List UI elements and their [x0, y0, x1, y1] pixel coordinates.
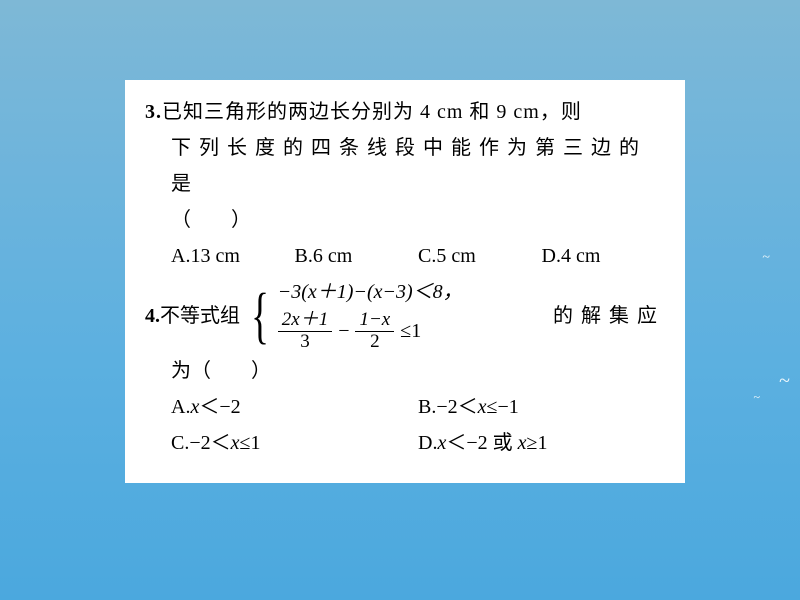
q3-option-a[interactable]: A.13 cm	[171, 238, 295, 274]
q4-number: 4.	[145, 305, 160, 327]
fraction-2: 1−x 2	[355, 310, 394, 353]
opt-d-math2: x	[518, 432, 527, 454]
bird-decoration: ~	[762, 250, 770, 266]
q3-options: A.13 cm B.6 cm C.5 cm D.4 cm	[145, 238, 665, 274]
opt-d-math: x	[437, 432, 446, 454]
q3-number: 3.	[145, 101, 162, 123]
opt-a-prefix: A.	[171, 396, 190, 418]
q3-option-d[interactable]: D.4 cm	[542, 238, 666, 274]
q3-paren: （ ）	[145, 202, 665, 238]
q4-wei: 为（ ）	[145, 353, 665, 389]
bird-decoration: ~	[779, 370, 790, 393]
minus-op: −	[332, 319, 355, 343]
q4-stem: 4.不等式组 { −3(x＋1)−(x−3)＜8， 2x＋1 3 − 1−x 2…	[145, 280, 665, 353]
q4-options-row1: A.x＜−2 B.−2＜x≤−1	[145, 389, 665, 425]
q4-option-b[interactable]: B.−2＜x≤−1	[418, 389, 665, 425]
q4-option-a[interactable]: A.x＜−2	[171, 389, 418, 425]
opt-b-math: x	[478, 396, 487, 418]
q4-label: 不等式组	[160, 305, 240, 327]
q3-option-b[interactable]: B.6 cm	[295, 238, 419, 274]
q3-stem-line1: 3.已知三角形的两边长分别为 4 cm 和 9 cm，则	[145, 94, 665, 130]
q4-tail: 的解集应	[533, 298, 665, 334]
opt-c-math: x	[231, 432, 240, 454]
opt-b-prefix: B.	[418, 396, 436, 418]
bird-decoration: ~	[754, 390, 761, 405]
frac2-num: 1−x	[355, 310, 394, 332]
q4-number-label: 4.不等式组	[145, 298, 240, 334]
q4-ineq1-text: −3(x＋1)−(x−3)＜8，	[278, 281, 463, 303]
q4-option-c[interactable]: C.−2＜x≤1	[171, 425, 418, 461]
frac1-num: 2x＋1	[278, 310, 332, 332]
question-card: 3.已知三角形的两边长分别为 4 cm 和 9 cm，则 下列长度的四条线段中能…	[125, 80, 685, 483]
opt-d-prefix: D.	[418, 432, 437, 454]
opt-c-prefix: C.	[171, 432, 189, 454]
ineq2-tail: ≤1	[394, 319, 427, 343]
q3-text1: 已知三角形的两边长分别为 4 cm 和 9 cm，则	[162, 101, 582, 123]
fraction-1: 2x＋1 3	[278, 310, 332, 353]
opt-a-math: x	[190, 396, 199, 418]
brace-icon: {	[248, 285, 271, 347]
q3-stem-line2: 下列长度的四条线段中能作为第三边的是	[145, 130, 665, 202]
q4-system: −3(x＋1)−(x−3)＜8， 2x＋1 3 − 1−x 2 ≤1	[278, 280, 463, 353]
frac1-den: 3	[296, 332, 314, 353]
q4-option-d[interactable]: D.x＜−2 或 x≥1	[418, 425, 665, 461]
frac2-den: 2	[366, 332, 384, 353]
q4-options-row2: C.−2＜x≤1 D.x＜−2 或 x≥1	[145, 425, 665, 461]
q4-ineq2: 2x＋1 3 − 1−x 2 ≤1	[278, 310, 463, 353]
q4-ineq1: −3(x＋1)−(x−3)＜8，	[278, 280, 463, 310]
q3-option-c[interactable]: C.5 cm	[418, 238, 542, 274]
